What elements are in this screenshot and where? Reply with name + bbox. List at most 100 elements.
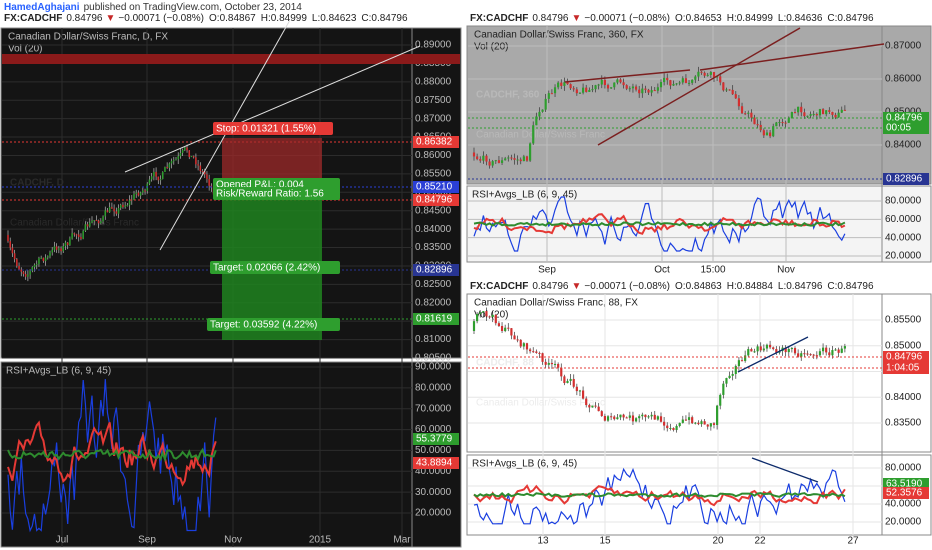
candle-body: [650, 90, 653, 93]
indicator-line: [7, 379, 217, 533]
candle-body: [488, 161, 491, 166]
price-badge-label: 0.81619: [416, 314, 453, 325]
candle-body: [157, 176, 160, 181]
candle-body: [840, 348, 843, 353]
candle-body: [831, 111, 834, 115]
change: −0.00071 (−0.08%): [584, 281, 670, 292]
candle-body: [719, 394, 722, 406]
candle-body: [610, 416, 613, 418]
candle-body: [740, 106, 744, 114]
rsi-tick-label: 90.0000: [415, 362, 452, 373]
change-arrow: ▼: [571, 281, 581, 292]
symbol: FX:CADCHF: [470, 281, 528, 292]
candle-body: [678, 422, 681, 426]
candle-body: [843, 109, 846, 111]
price-tick-label: 0.85500: [415, 169, 452, 180]
candle-body: [104, 210, 107, 217]
candle-body: [840, 109, 843, 113]
candle-body: [815, 355, 818, 357]
candle-body: [697, 71, 700, 77]
price-tick-label: 0.89000: [415, 40, 452, 51]
time-label: Nov: [224, 535, 242, 546]
candle-body: [687, 417, 691, 420]
price-badge-label: 0.85210: [416, 182, 453, 193]
indicator-area: [0, 361, 462, 548]
price-badge-label: 0.82896: [886, 174, 923, 185]
rsi-tick-label: 80.0000: [885, 463, 922, 474]
ohlc: O:0.84653: [675, 13, 722, 24]
candle-body: [106, 210, 109, 213]
candle-body: [566, 82, 569, 85]
last-price: 0.84796: [532, 281, 569, 292]
candle-body: [142, 190, 144, 193]
candle-body: [510, 328, 513, 336]
candle-body: [740, 360, 744, 362]
price-tick-label: 0.82500: [415, 279, 452, 290]
indicator-line: [473, 196, 846, 253]
candle-body: [500, 325, 504, 331]
rsi-tick-label: 20.0000: [885, 517, 922, 528]
candle-body: [684, 419, 688, 421]
candle-body: [197, 164, 199, 166]
candle-body: [488, 316, 491, 318]
candle-body: [597, 406, 600, 412]
author[interactable]: HamedAghajani: [4, 2, 80, 13]
candle-body: [634, 86, 638, 90]
candle-body: [472, 152, 476, 157]
candle-body: [750, 349, 753, 352]
candle-body: [806, 115, 809, 117]
candle-body: [177, 156, 179, 160]
indicator-label: RSI+Avgs_LB (6, 9, 45): [472, 190, 577, 201]
rsi-tick-label: 60.0000: [415, 424, 452, 435]
candle-body: [784, 347, 787, 353]
rsi-tick-label: 20.0000: [885, 251, 922, 262]
candle-body: [71, 233, 73, 239]
candle-body: [818, 351, 822, 356]
candle-body: [494, 314, 497, 324]
candle-body: [572, 88, 575, 90]
candle-body: [9, 241, 11, 248]
candle-body: [62, 246, 65, 252]
price-tick-label: 0.84000: [885, 392, 922, 403]
candle-body: [641, 88, 644, 94]
time-label: 13: [537, 536, 549, 547]
candle-body: [778, 122, 781, 124]
candle-body: [13, 253, 16, 260]
candle-body: [691, 417, 694, 424]
candle-body: [697, 422, 700, 425]
candle-body: [585, 87, 588, 92]
symbol: FX:CADCHF: [4, 13, 62, 24]
candle-body: [775, 122, 778, 127]
candle-body: [560, 82, 563, 86]
candle-body: [113, 208, 115, 212]
ohlc: O:0.84863: [675, 281, 722, 292]
candle-body: [644, 88, 647, 90]
candle-body: [613, 82, 616, 88]
ohlc: L:0.84636: [778, 13, 823, 24]
candle-body: [762, 130, 765, 136]
indicator-label: RSI+Avgs_LB (6, 9, 45): [472, 459, 577, 470]
wedge-line: [699, 43, 885, 71]
candle-body: [186, 147, 188, 151]
price-badge-label: 0.84796: [886, 352, 923, 363]
candle-body: [628, 415, 631, 418]
time-label: Jul: [56, 535, 69, 546]
time-label: 15:00: [700, 265, 725, 276]
indicator-line: [7, 420, 217, 487]
time-label: 15: [599, 536, 611, 547]
candle-body: [38, 258, 40, 265]
candle-body: [206, 174, 208, 180]
candle-body: [800, 106, 803, 113]
indicator-label: RSI+Avgs_LB (6, 9, 45): [6, 366, 111, 377]
candle-body: [625, 85, 628, 89]
candle-body: [762, 348, 765, 351]
candle-body: [504, 158, 507, 161]
candle-body: [516, 339, 519, 341]
rsi-tick-label: 30.0000: [415, 487, 452, 498]
candle-body: [203, 171, 206, 175]
candle-body: [519, 159, 522, 162]
candle-body: [210, 185, 213, 188]
candle-body: [709, 423, 712, 427]
candle-body: [669, 80, 672, 86]
price-tick-label: 0.88000: [415, 76, 452, 87]
